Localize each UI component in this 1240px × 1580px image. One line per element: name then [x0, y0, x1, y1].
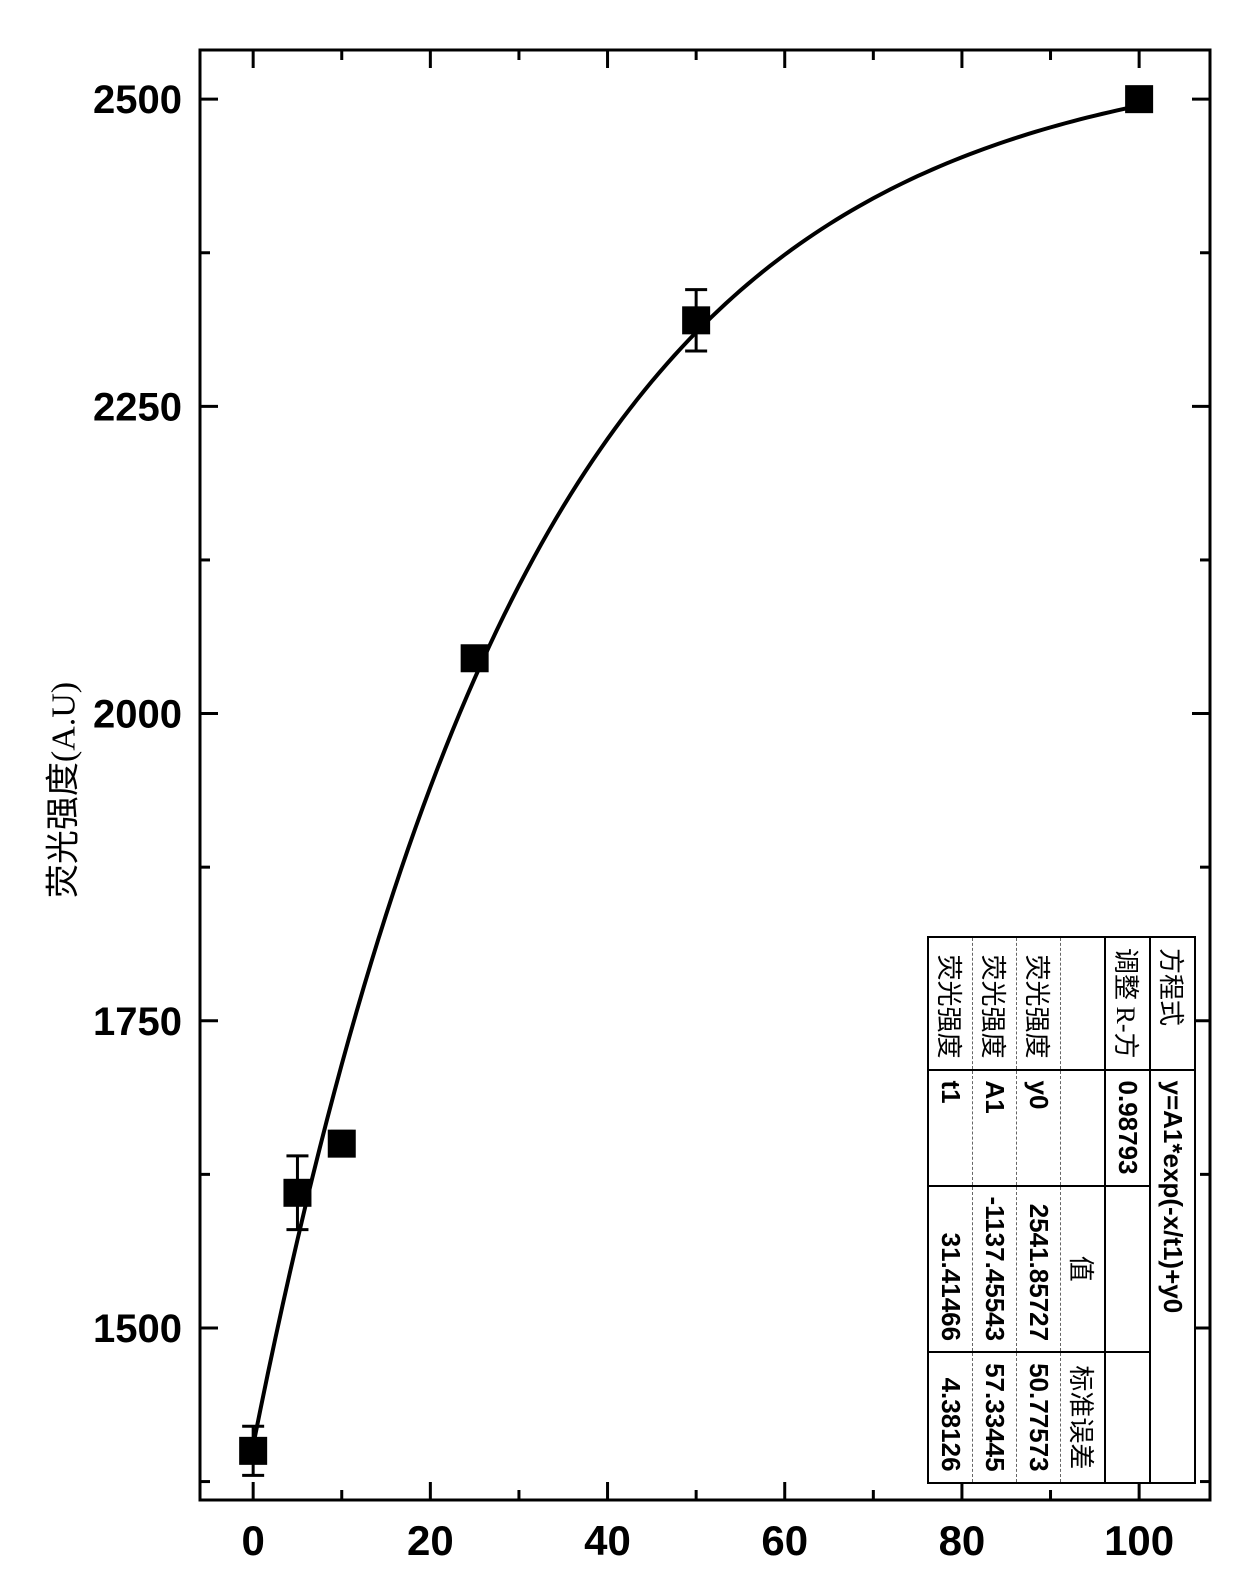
series-label: 荧光强度: [929, 938, 973, 1070]
series-label: 荧光强度: [973, 938, 1017, 1070]
svg-text:80: 80: [939, 1517, 986, 1564]
svg-text:60: 60: [761, 1517, 808, 1564]
svg-text:0: 0: [241, 1517, 264, 1564]
fit-parameters-table: 方程式 y=A1*exp(-x/t1)+y0 调整 R-方 0.98793 值 …: [927, 936, 1196, 1484]
param-name-1: A1: [973, 1070, 1017, 1186]
svg-text:40: 40: [584, 1517, 631, 1564]
y-axis-title: 荧光强度(A.U): [36, 682, 85, 898]
series-label: 荧光强度: [1017, 938, 1061, 1070]
svg-text:2250: 2250: [93, 385, 182, 429]
equation-value: y=A1*exp(-x/t1)+y0: [1150, 1070, 1194, 1482]
svg-text:20: 20: [407, 1517, 454, 1564]
param-stderr-0: 50.77573: [1017, 1352, 1061, 1481]
param-value-0: 2541.85727: [1017, 1186, 1061, 1353]
equation-label: 方程式: [1150, 938, 1194, 1070]
svg-text:2500: 2500: [93, 78, 182, 122]
value-column-header: 值: [1061, 1186, 1106, 1353]
param-name-2: t1: [929, 1070, 973, 1186]
svg-text:2000: 2000: [93, 693, 182, 737]
param-stderr-1: 57.33445: [973, 1352, 1017, 1481]
param-stderr-2: 4.38126: [929, 1352, 973, 1481]
chart-figure: 0 20 40 60 80 100 1500 1750 2000 2250 2500 荧光强度(A.…: [0, 0, 1240, 1580]
param-name-0: y0: [1017, 1070, 1061, 1186]
stderr-column-header: 标准误差: [1061, 1352, 1106, 1481]
param-value-1: -1137.45543: [973, 1186, 1017, 1353]
r2-label: 调整 R-方: [1105, 938, 1150, 1070]
svg-text:1750: 1750: [93, 1000, 182, 1044]
svg-text:1500: 1500: [93, 1307, 182, 1351]
param-value-2: 31.41466: [929, 1186, 973, 1353]
svg-text:100: 100: [1104, 1517, 1174, 1564]
r2-value: 0.98793: [1105, 1070, 1150, 1186]
